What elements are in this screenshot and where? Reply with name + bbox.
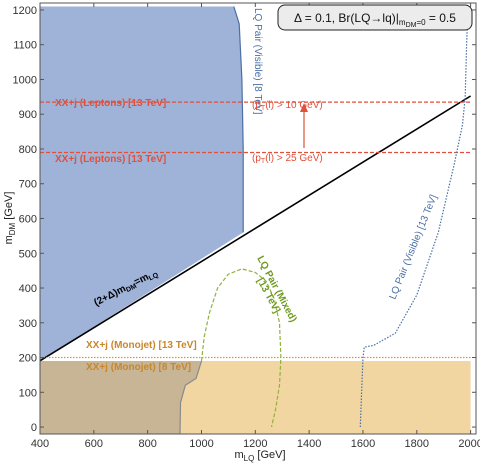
y-axis-title: mDM [GeV] bbox=[3, 192, 17, 245]
curve-lq-pair-visible-13-tev- bbox=[359, 9, 469, 428]
y-tick-label: 400 bbox=[19, 283, 37, 295]
region-overlap bbox=[40, 361, 202, 434]
curve--2-m-dm-m-lq bbox=[39, 95, 472, 362]
y-tick-label: 200 bbox=[19, 353, 37, 365]
shaded-regions bbox=[40, 6, 471, 435]
x-tick-label: 1000 bbox=[189, 438, 213, 450]
y-tick-label: 900 bbox=[19, 109, 37, 121]
y-tick-label: 700 bbox=[19, 179, 37, 191]
x-axis-ticks: 400 600 800 1000 1200 1400 1600 1800 2000 bbox=[31, 3, 480, 450]
y-tick-label: 1100 bbox=[13, 40, 37, 52]
overlap-edge bbox=[179, 360, 203, 435]
x-tick-label: 1200 bbox=[243, 438, 267, 450]
y-tick-label: 100 bbox=[19, 387, 37, 399]
x-tick-label: 400 bbox=[31, 438, 49, 450]
y-tick-label: 500 bbox=[19, 248, 37, 260]
label-monojet-8tev: XX+j (Monojet) [8 TeV] bbox=[86, 362, 191, 373]
region-lq-pair-visible-8-tev- bbox=[40, 6, 244, 361]
curve-lq-pair-mixed-13-tev- bbox=[200, 268, 282, 428]
x-tick-label: 600 bbox=[85, 438, 103, 450]
y-tick-label: 1000 bbox=[13, 74, 37, 86]
y-tick-label: 800 bbox=[19, 144, 37, 156]
x-tick-label: 2000 bbox=[458, 438, 480, 450]
label-leptons-10gev-process: XX+j (Leptons) [13 TeV] bbox=[55, 98, 166, 109]
y-tick-label: 0 bbox=[31, 422, 37, 434]
label-lq-visible-13tev: LQ Pair (Visible) [13 TeV] bbox=[388, 193, 440, 301]
label-lq-visible-8tev: LQ Pair (Visible) [8 TeV] bbox=[252, 8, 263, 115]
label-pt-25gev: (pT(l) > 25 GeV) bbox=[252, 153, 323, 165]
y-tick-label: 1200 bbox=[13, 5, 37, 17]
region-edge bbox=[233, 6, 244, 233]
y-tick-label: 300 bbox=[19, 318, 37, 330]
y-axis-ticks: 0 100 200 300 400 500 600 700 800 900 1000 1100 1200 bbox=[13, 5, 476, 434]
x-tick-label: 1400 bbox=[297, 438, 321, 450]
limit-curves bbox=[39, 9, 472, 428]
label-leptons-25gev-process: XX+j (Leptons) [13 TeV] bbox=[55, 154, 166, 165]
x-axis-title: mLQ [GeV] bbox=[234, 449, 285, 463]
x-tick-label: 800 bbox=[138, 438, 156, 450]
x-tick-label: 1600 bbox=[351, 438, 375, 450]
x-tick-label: 1800 bbox=[405, 438, 429, 450]
parameter-box: Δ = 0.1, Br(LQ→lq)|mDM=0 = 0.5 bbox=[277, 4, 473, 31]
y-tick-label: 600 bbox=[19, 214, 37, 226]
arrow-head bbox=[300, 103, 308, 112]
label-monojet-13tev: XX+j (Monojet) [13 TeV] bbox=[86, 340, 197, 351]
